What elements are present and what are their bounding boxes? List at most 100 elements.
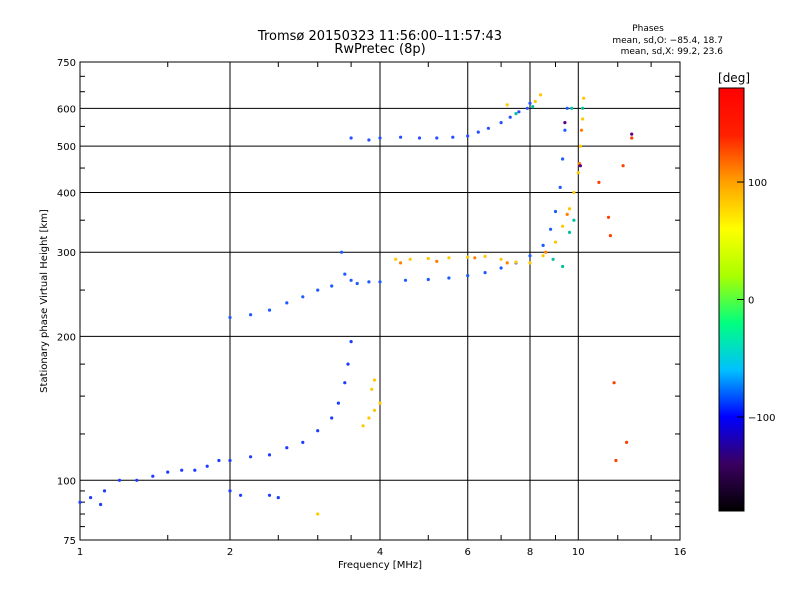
x-tick-label: 16 <box>674 547 687 558</box>
data-point <box>614 458 618 463</box>
data-point <box>486 126 490 130</box>
y-axis-label: Stationary phase Virtual Height [km] <box>39 209 50 393</box>
data-point <box>563 121 567 125</box>
data-point <box>630 132 634 136</box>
data-point <box>541 254 545 258</box>
stats-o-mode: mean, sd,O: −85.4, 18.7 <box>612 36 723 46</box>
chart-subtitle: RwPretec (8p) <box>334 42 425 57</box>
data-point <box>117 478 122 482</box>
data-point <box>528 101 532 105</box>
data-point <box>399 261 403 265</box>
data-point <box>483 254 487 258</box>
data-point <box>408 257 412 261</box>
data-point <box>426 256 430 261</box>
data-point <box>378 280 382 284</box>
data-point <box>330 284 334 288</box>
data-point <box>505 103 509 107</box>
data-point <box>367 416 371 420</box>
x-axis-ticks: 1 2 4 6 8 10 16 <box>77 62 687 558</box>
data-point <box>499 121 503 125</box>
data-point <box>343 381 347 385</box>
data-point <box>561 264 565 269</box>
data-point <box>372 378 377 382</box>
data-point <box>89 496 93 500</box>
data-point <box>563 128 567 132</box>
chart-title: Tromsø 20150323 11:56:00–11:57:43 <box>257 29 502 44</box>
data-point <box>166 470 170 474</box>
data-point <box>361 424 365 428</box>
data-point <box>285 301 289 305</box>
colorbar-tick-label: 0 <box>748 296 754 307</box>
data-point <box>285 446 289 450</box>
data-point <box>417 136 422 140</box>
colorbar-tick-label: −100 <box>748 413 775 424</box>
data-point <box>349 136 353 140</box>
data-point <box>330 416 334 420</box>
data-point <box>528 261 532 265</box>
data-point <box>228 315 232 320</box>
data-point <box>505 261 509 265</box>
y-tick-label: 75 <box>63 536 76 547</box>
data-point <box>581 117 585 121</box>
data-point <box>102 489 107 493</box>
data-point <box>553 240 558 244</box>
x-tick-label: 4 <box>377 547 383 558</box>
data-point <box>579 128 584 132</box>
data-point <box>355 281 359 286</box>
data-point <box>553 209 558 214</box>
y-tick-label: 600 <box>57 104 76 115</box>
data-point <box>249 455 253 459</box>
data-point <box>367 280 371 284</box>
data-point <box>367 138 371 142</box>
data-point <box>394 257 398 261</box>
y-tick-label: 400 <box>57 188 76 199</box>
data-point <box>435 259 439 263</box>
data-point <box>572 218 576 222</box>
y-tick-label: 100 <box>57 476 76 487</box>
data-point <box>267 308 272 312</box>
data-point <box>567 207 572 211</box>
data-point <box>228 489 232 493</box>
stats-heading: Phases <box>632 24 664 34</box>
plot-area: 1 2 4 6 8 10 16 75 100 200 300 400 500 600 750 <box>57 58 686 558</box>
data-point <box>582 96 586 100</box>
data-point <box>561 157 565 161</box>
data-point <box>499 257 503 261</box>
data-point <box>561 224 565 228</box>
data-point <box>180 468 184 472</box>
data-point <box>572 190 576 195</box>
data-point <box>567 230 572 234</box>
data-point <box>343 272 347 276</box>
data-point <box>549 227 553 231</box>
data-point <box>608 234 613 238</box>
colorbar: [deg] 100 0 −100 <box>718 71 775 512</box>
data-point <box>578 164 583 168</box>
data-point <box>466 134 470 138</box>
data-point <box>316 288 320 292</box>
data-point <box>558 185 562 189</box>
data-point <box>630 136 634 140</box>
x-tick-label: 2 <box>227 547 233 558</box>
data-point <box>403 278 408 282</box>
x-tick-label: 8 <box>527 547 533 558</box>
data-point <box>447 256 451 260</box>
data-point <box>239 493 243 497</box>
data-point <box>517 110 521 114</box>
data-point <box>316 429 320 433</box>
x-tick-label: 10 <box>572 547 585 558</box>
data-point <box>435 136 439 140</box>
data-point <box>151 474 155 478</box>
data-point <box>621 164 625 168</box>
data-point <box>370 387 374 391</box>
data-point <box>228 458 232 463</box>
x-tick-label: 1 <box>77 547 83 558</box>
data-point <box>531 105 535 109</box>
y-tick-label: 750 <box>57 58 76 69</box>
data-points <box>78 93 634 516</box>
data-point <box>399 135 403 139</box>
data-point <box>533 99 537 104</box>
data-point <box>612 381 616 385</box>
data-point <box>606 215 611 219</box>
data-point <box>135 478 139 482</box>
y-tick-label: 500 <box>57 142 76 153</box>
